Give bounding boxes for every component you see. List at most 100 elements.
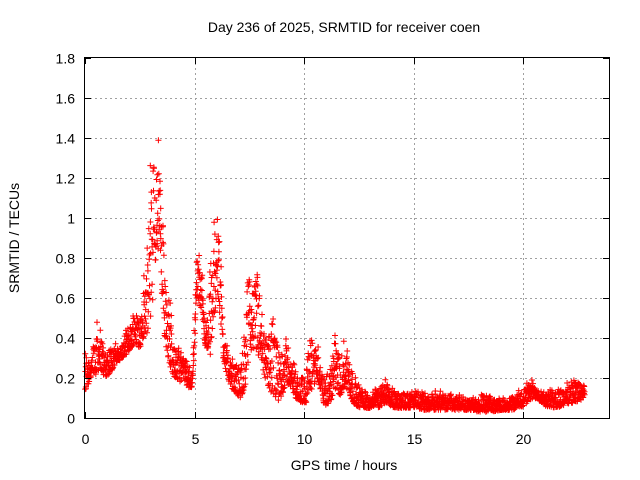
data-point	[326, 382, 333, 389]
data-point	[340, 338, 347, 345]
data-point	[235, 377, 242, 383]
data-point	[147, 230, 154, 237]
data-point	[344, 348, 351, 354]
data-point	[149, 296, 156, 303]
data-point	[333, 347, 340, 354]
data-point	[242, 381, 249, 388]
data-point	[255, 302, 262, 309]
data-point	[205, 324, 212, 331]
data-point	[216, 309, 223, 316]
data-point	[198, 287, 205, 294]
data-point	[284, 354, 291, 361]
data-point	[207, 351, 214, 358]
data-point	[161, 277, 168, 284]
x-tick-label: 10	[297, 431, 313, 447]
data-point	[157, 187, 164, 194]
data-point	[144, 329, 150, 336]
data-point	[264, 361, 270, 367]
data-point	[147, 219, 154, 225]
data-point	[178, 349, 184, 356]
data-point	[153, 197, 160, 204]
data-point	[262, 355, 269, 362]
data-point	[281, 382, 288, 389]
data-point	[499, 398, 506, 404]
data-point	[192, 330, 199, 337]
data-point	[137, 343, 144, 350]
data-point	[162, 283, 169, 290]
data-point	[194, 258, 201, 265]
data-point	[143, 299, 150, 306]
data-point	[165, 297, 172, 304]
data-point	[307, 384, 314, 391]
data-point	[144, 267, 151, 274]
data-point	[371, 401, 378, 408]
data-point	[216, 238, 223, 245]
data-point	[100, 344, 107, 351]
data-point	[200, 309, 207, 316]
data-point	[158, 268, 165, 275]
data-point	[268, 320, 275, 327]
data-point	[163, 301, 170, 308]
data-point	[279, 353, 286, 360]
axis-ticks: 0 0.2 0.4 0.6 0.8 1 1.2 1.4 1.6 1.8 0 5 10 15 20	[56, 51, 609, 447]
data-point	[154, 237, 161, 244]
data-point	[240, 361, 247, 368]
data-point	[236, 380, 243, 387]
data-point	[211, 231, 218, 238]
data-point	[254, 303, 261, 310]
data-point	[159, 281, 166, 288]
data-point	[186, 364, 193, 371]
data-point	[213, 267, 220, 274]
data-point	[164, 347, 171, 354]
data-point	[198, 304, 205, 311]
data-point	[321, 376, 328, 383]
data-point	[224, 342, 231, 349]
data-point	[183, 358, 190, 365]
data-point	[163, 289, 170, 296]
data-point	[260, 340, 267, 347]
data-point	[309, 368, 316, 375]
data-point	[256, 292, 263, 299]
data-point	[133, 336, 139, 343]
data-point	[145, 308, 152, 315]
data-point	[248, 309, 255, 316]
data-point	[148, 199, 155, 206]
data-point	[195, 261, 202, 268]
data-point	[274, 344, 281, 351]
data-point	[308, 386, 315, 392]
data-point	[384, 382, 391, 389]
data-point	[143, 320, 150, 327]
data-point	[237, 394, 244, 401]
data-point	[304, 390, 311, 396]
y-tick-label: 1.8	[56, 51, 76, 67]
data-point	[264, 373, 271, 380]
y-tick-label: 1.2	[56, 171, 76, 187]
data-point	[280, 385, 287, 392]
data-point	[168, 340, 175, 347]
x-tick-label: 0	[82, 431, 90, 447]
y-tick-label: 0	[67, 411, 75, 427]
data-point	[193, 300, 199, 307]
data-point	[218, 321, 224, 327]
data-point	[219, 331, 226, 338]
data-point	[150, 168, 157, 175]
grid	[85, 58, 609, 418]
data-point	[273, 353, 280, 360]
data-point	[530, 380, 536, 387]
data-point	[328, 362, 335, 369]
data-point	[292, 368, 299, 375]
data-point	[252, 322, 259, 329]
data-point	[352, 374, 359, 381]
data-point	[150, 249, 156, 256]
data-point	[268, 374, 275, 381]
data-point	[144, 245, 151, 252]
data-point	[261, 371, 268, 378]
data-point	[145, 325, 151, 332]
y-tick-label: 1	[67, 211, 75, 227]
data-point	[167, 300, 174, 307]
data-point	[224, 352, 231, 359]
data-point	[144, 262, 151, 268]
data-point	[190, 357, 197, 364]
plot-frame	[84, 57, 610, 419]
data-point	[261, 330, 267, 337]
